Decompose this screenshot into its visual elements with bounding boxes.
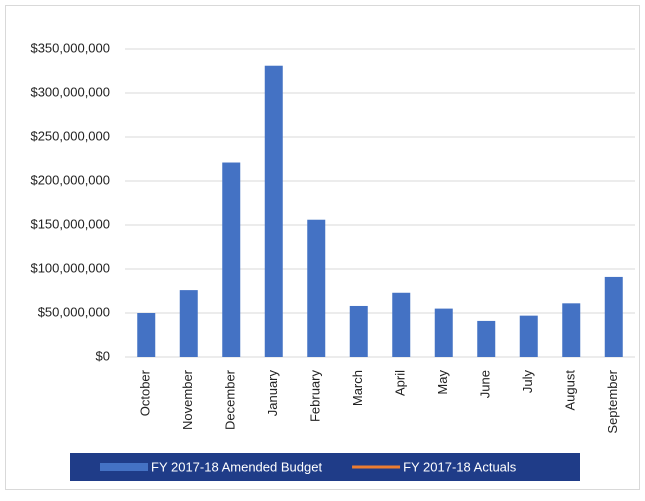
legend-background	[70, 453, 580, 481]
bar	[477, 320, 496, 357]
legend-label: FY 2017-18 Actuals	[403, 459, 517, 474]
bar	[179, 290, 198, 357]
x-tick-label: July	[520, 370, 535, 394]
legend-label: FY 2017-18 Amended Budget	[151, 459, 322, 474]
x-tick-label: March	[350, 370, 365, 406]
y-tick-label: $150,000,000	[30, 216, 110, 231]
bar	[604, 276, 623, 357]
x-tick-label: August	[563, 370, 578, 411]
y-tick-label: $350,000,000	[30, 40, 110, 55]
x-tick-label: December	[223, 369, 238, 430]
y-tick-label: $100,000,000	[30, 260, 110, 275]
legend-swatch	[100, 463, 148, 471]
x-tick-label: November	[180, 369, 195, 430]
x-tick-label: June	[478, 370, 493, 398]
bar	[349, 305, 368, 357]
bar	[392, 292, 411, 357]
bar	[222, 162, 241, 357]
y-tick-label: $250,000,000	[30, 128, 110, 143]
bar	[562, 303, 581, 357]
x-tick-label: September	[605, 369, 620, 433]
y-tick-label: $300,000,000	[30, 84, 110, 99]
y-tick-label: $200,000,000	[30, 172, 110, 187]
bar	[434, 308, 453, 357]
x-tick-label: April	[393, 370, 408, 396]
x-tick-label: February	[308, 370, 323, 423]
x-tick-label: May	[435, 370, 450, 395]
bar	[519, 315, 538, 357]
bar	[307, 219, 326, 357]
y-tick-label: $50,000,000	[38, 304, 110, 319]
x-tick-label: January	[265, 370, 280, 417]
bar	[264, 65, 283, 357]
bar	[137, 313, 156, 357]
y-tick-label: $0	[96, 348, 110, 363]
x-tick-label: October	[138, 369, 153, 416]
